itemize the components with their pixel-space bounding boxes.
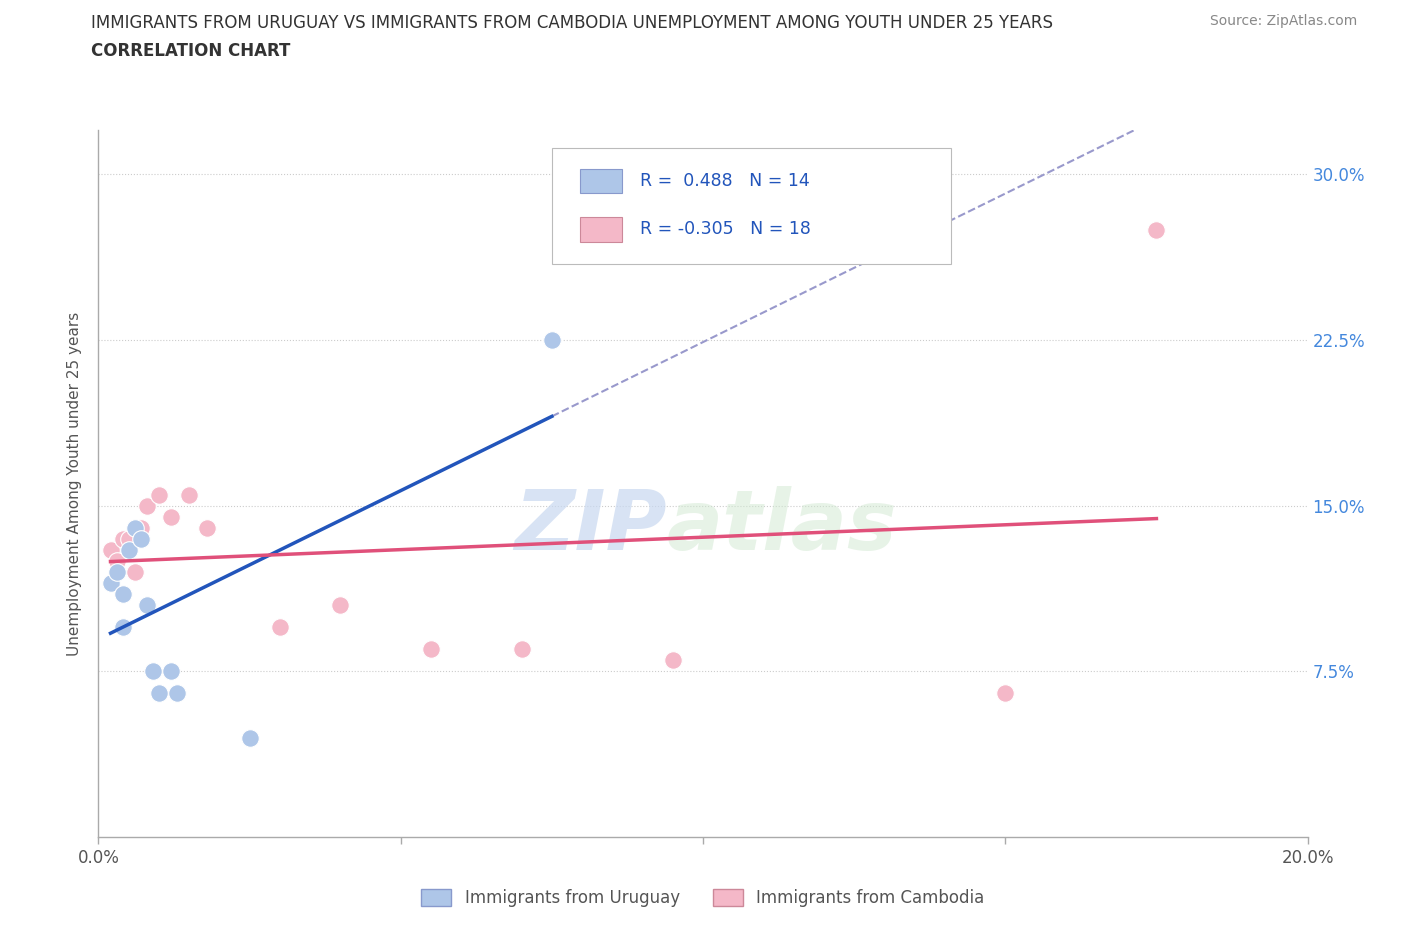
Text: R = -0.305   N = 18: R = -0.305 N = 18	[640, 220, 811, 238]
Point	[118, 542, 141, 557]
Point	[540, 333, 562, 348]
Text: IMMIGRANTS FROM URUGUAY VS IMMIGRANTS FROM CAMBODIA UNEMPLOYMENT AMONG YOUTH UND: IMMIGRANTS FROM URUGUAY VS IMMIGRANTS FR…	[91, 14, 1053, 32]
Point	[105, 553, 128, 568]
FancyBboxPatch shape	[579, 217, 621, 242]
Point	[160, 510, 183, 525]
Text: CORRELATION CHART: CORRELATION CHART	[91, 42, 291, 60]
FancyBboxPatch shape	[579, 168, 621, 193]
Point	[1144, 222, 1167, 237]
Point	[124, 565, 146, 579]
Point	[129, 531, 152, 546]
Text: ZIP: ZIP	[515, 485, 666, 566]
Point	[510, 642, 533, 657]
Point	[118, 531, 141, 546]
Point	[111, 531, 134, 546]
Text: R =  0.488   N = 14: R = 0.488 N = 14	[640, 172, 810, 190]
Point	[105, 565, 128, 579]
Point	[148, 686, 170, 701]
Legend: Immigrants from Uruguay, Immigrants from Cambodia: Immigrants from Uruguay, Immigrants from…	[415, 882, 991, 913]
Point	[135, 498, 157, 513]
Point	[166, 686, 188, 701]
Point	[100, 576, 122, 591]
Point	[135, 598, 157, 613]
Point	[100, 542, 122, 557]
FancyBboxPatch shape	[553, 148, 950, 264]
Text: atlas: atlas	[666, 485, 897, 566]
Point	[111, 587, 134, 602]
Point	[124, 521, 146, 536]
Point	[239, 730, 262, 745]
Point	[994, 686, 1017, 701]
Point	[129, 521, 152, 536]
Point	[662, 653, 685, 668]
Point	[420, 642, 443, 657]
Point	[195, 521, 218, 536]
Point	[160, 664, 183, 679]
Text: Source: ZipAtlas.com: Source: ZipAtlas.com	[1209, 14, 1357, 28]
Point	[179, 487, 201, 502]
Y-axis label: Unemployment Among Youth under 25 years: Unemployment Among Youth under 25 years	[67, 312, 83, 656]
Point	[329, 598, 352, 613]
Point	[111, 619, 134, 634]
Point	[148, 487, 170, 502]
Point	[142, 664, 165, 679]
Point	[269, 619, 291, 634]
